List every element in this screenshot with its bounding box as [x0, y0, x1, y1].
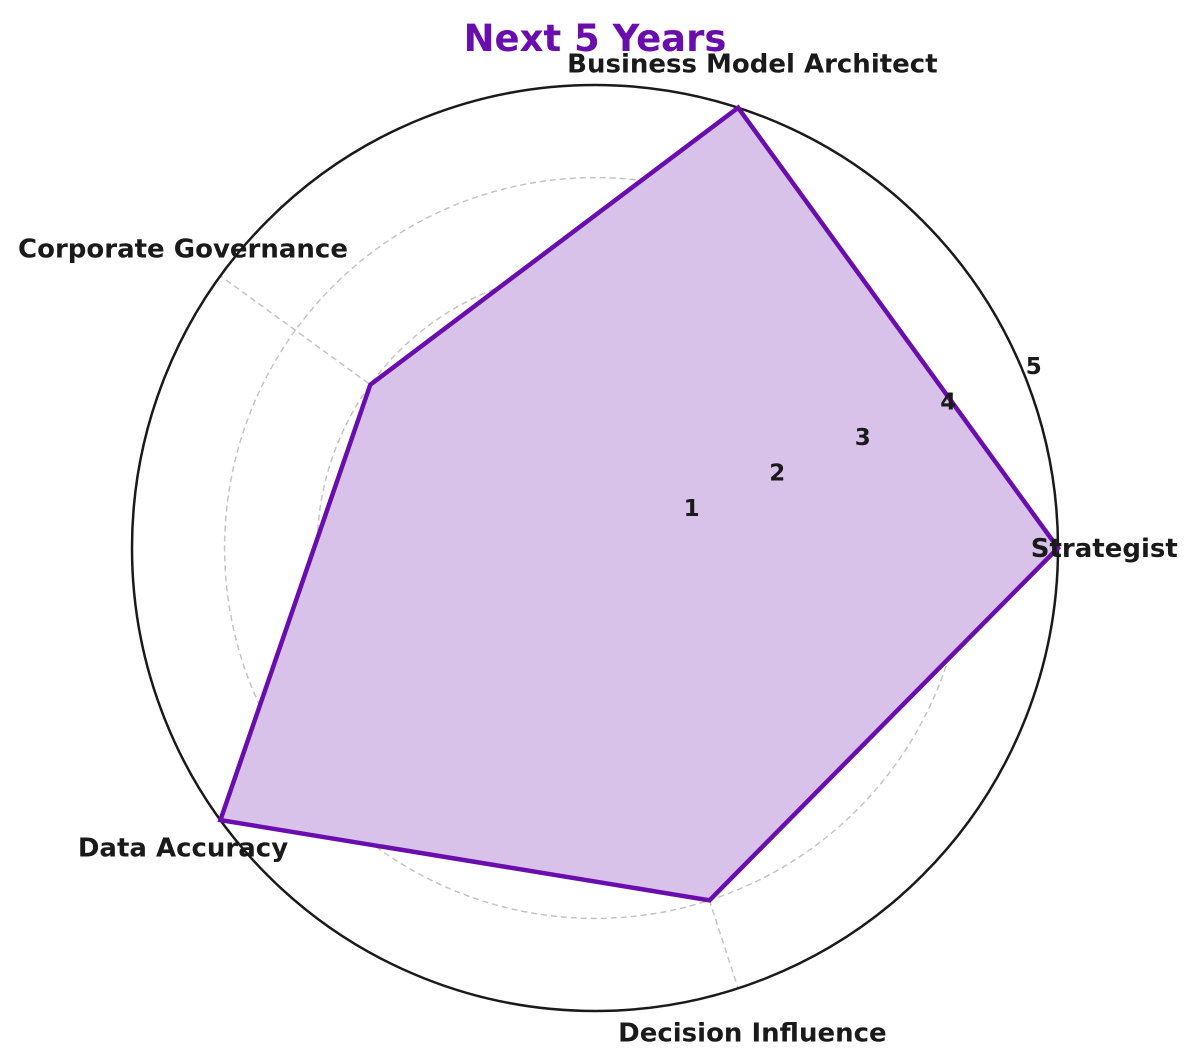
axis-label: Data Accuracy: [78, 833, 288, 863]
tick-label-layer: 1 2 3 4 5: [684, 354, 1042, 522]
axis-label: Business Model Architect: [567, 50, 938, 80]
axis-label: Corporate Governance: [18, 235, 348, 265]
r-tick-label: 3: [855, 425, 871, 451]
axis-label: Strategist: [1031, 534, 1178, 564]
r-tick-label: 5: [1026, 354, 1042, 380]
r-tick-label: 4: [940, 390, 956, 416]
r-tick-label: 1: [684, 496, 700, 522]
data-layer: [217, 104, 1061, 903]
axis-label: Decision Influence: [618, 1018, 887, 1048]
chart-title: Next 5 Years: [464, 17, 727, 60]
r-tick-label: 2: [769, 461, 785, 487]
axis-label-layer: Strategist Business Model Architect Corpor…: [18, 50, 1178, 1049]
series-polygon: [217, 104, 1061, 903]
